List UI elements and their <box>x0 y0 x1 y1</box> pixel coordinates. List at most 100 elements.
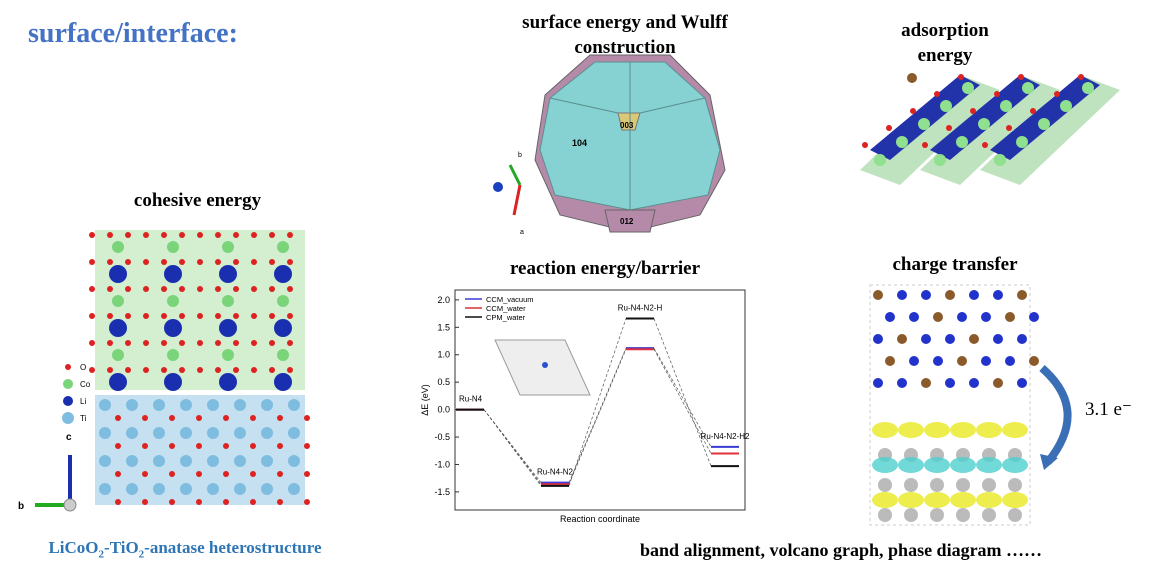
y-tick-label: 1.5 <box>437 322 450 332</box>
transfer-arrow <box>1039 364 1072 465</box>
atom <box>261 427 273 439</box>
atom <box>251 286 257 292</box>
atom <box>886 125 892 131</box>
adsorption-structure <box>860 73 1120 185</box>
density <box>924 492 950 508</box>
adsorbate <box>907 73 917 83</box>
atom <box>269 313 275 319</box>
y-tick-label: 2.0 <box>437 295 450 305</box>
y-tick-label: -0.5 <box>434 432 450 442</box>
atom <box>921 378 931 388</box>
panel-title: reaction energy/barrier <box>509 258 701 279</box>
atom <box>115 471 121 477</box>
octa-band <box>980 75 1120 185</box>
atom <box>251 367 257 373</box>
atom <box>269 259 275 265</box>
atom <box>234 399 246 411</box>
atom <box>287 232 293 238</box>
atom <box>261 483 273 495</box>
atom <box>234 455 246 467</box>
atom <box>179 232 185 238</box>
atom <box>112 349 124 361</box>
atom <box>143 313 149 319</box>
atom <box>274 319 292 337</box>
atom <box>179 259 185 265</box>
axis-letter: c <box>66 432 72 443</box>
atom <box>274 265 292 283</box>
footer-text: band alignment, volcano graph, phase dia… <box>640 540 1043 560</box>
atom <box>1029 312 1039 322</box>
atom <box>180 399 192 411</box>
atom <box>125 367 131 373</box>
density <box>976 457 1002 473</box>
atom <box>143 340 149 346</box>
density <box>1002 422 1028 438</box>
atom <box>142 471 148 477</box>
atom <box>957 356 967 366</box>
atom <box>179 367 185 373</box>
atom <box>261 455 273 467</box>
connector <box>568 348 627 483</box>
atom <box>89 259 95 265</box>
atom <box>153 399 165 411</box>
atom <box>215 232 221 238</box>
atom <box>287 340 293 346</box>
atom <box>233 259 239 265</box>
atom <box>1008 478 1022 492</box>
atom <box>167 349 179 361</box>
atom <box>1029 356 1039 366</box>
atom <box>288 427 300 439</box>
atom <box>223 415 229 421</box>
axis-letter: a <box>520 229 524 236</box>
atom <box>956 508 970 522</box>
level-label: Ru-N4-N2 <box>537 468 574 477</box>
atom <box>994 154 1006 166</box>
level-label: Ru-N4-N2-H <box>618 304 663 313</box>
atom <box>946 125 952 131</box>
atom <box>873 334 883 344</box>
atom <box>1017 378 1027 388</box>
atom <box>142 415 148 421</box>
atom <box>874 154 886 166</box>
atom <box>219 265 237 283</box>
atom <box>945 378 955 388</box>
legend-label: CCM_water <box>486 304 526 313</box>
atom <box>142 443 148 449</box>
legend-label: O <box>80 363 86 372</box>
atom <box>1016 136 1028 148</box>
density <box>924 422 950 438</box>
atom <box>982 478 996 492</box>
atom <box>277 415 283 421</box>
atom <box>179 340 185 346</box>
atom <box>269 367 275 373</box>
atom <box>269 232 275 238</box>
atom <box>250 415 256 421</box>
atom <box>153 455 165 467</box>
atom <box>994 91 1000 97</box>
connector <box>653 318 712 467</box>
density <box>950 492 976 508</box>
atom <box>304 499 310 505</box>
atom <box>197 313 203 319</box>
wulff-shape <box>493 54 726 233</box>
atom <box>1078 74 1084 80</box>
atom <box>207 399 219 411</box>
connector <box>653 347 712 448</box>
atom <box>142 499 148 505</box>
atom <box>126 483 138 495</box>
axis-letter: b <box>18 501 24 512</box>
atom <box>940 100 952 112</box>
atom <box>921 290 931 300</box>
atom <box>982 508 996 522</box>
atom <box>223 471 229 477</box>
atom <box>234 427 246 439</box>
atom <box>981 312 991 322</box>
atom <box>277 443 283 449</box>
y-tick-label: -1.0 <box>434 459 450 469</box>
atom <box>956 478 970 492</box>
atom <box>288 455 300 467</box>
charge-structure <box>869 284 1039 526</box>
atom <box>1000 100 1012 112</box>
atom <box>250 499 256 505</box>
